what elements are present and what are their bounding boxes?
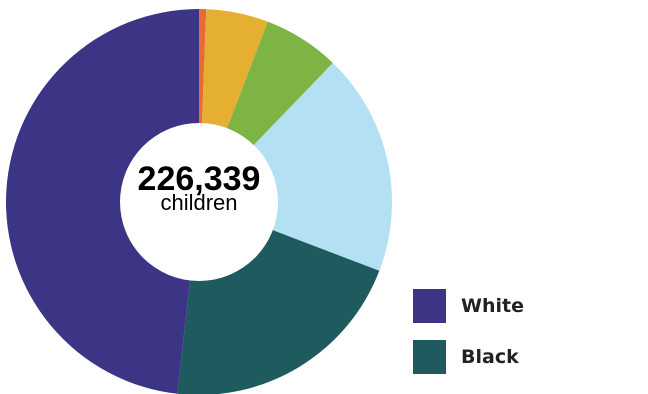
legend-swatch-white [413, 289, 446, 323]
center-unit-label: children [160, 190, 237, 215]
donut-hole [120, 123, 278, 281]
donut-chart-plot: 226,339 children [6, 9, 393, 394]
center-total-label: 226,339 [138, 160, 261, 198]
legend-swatch-black [413, 340, 446, 374]
legend-label-black: Black [461, 346, 519, 368]
legend-label-white: White [461, 295, 524, 317]
legend-item-black: Black [413, 340, 524, 374]
donut-slice-5 [6, 9, 200, 394]
legend: White Black [413, 289, 524, 391]
legend-item-white: White [413, 289, 524, 323]
